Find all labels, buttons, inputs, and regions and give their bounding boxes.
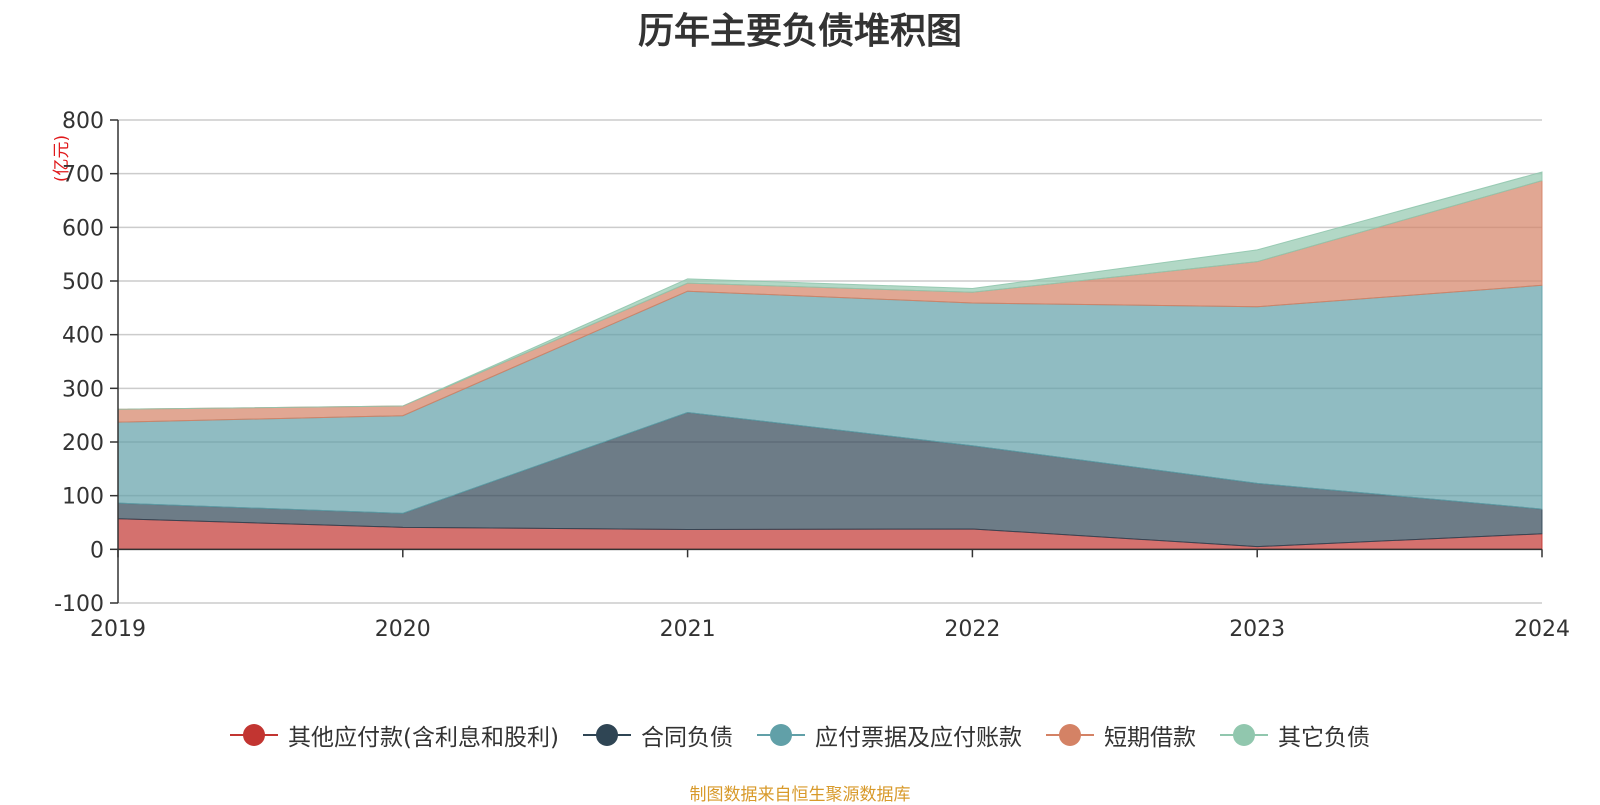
legend-label: 其它负债 xyxy=(1277,725,1370,751)
x-tick-label-3: 2022 xyxy=(944,617,1000,642)
y-tick-label-6: 500 xyxy=(62,270,104,295)
y-tick-label-5: 400 xyxy=(62,324,104,349)
x-tick-label-4: 2023 xyxy=(1229,617,1285,642)
legend: 其他应付款(含利息和股利) 合同负债 应付票据及应付账款 短期借款 其它负债 xyxy=(0,718,1600,752)
legend-marker-icon xyxy=(1045,723,1094,747)
y-tick-label-8: 700 xyxy=(62,163,104,188)
legend-marker-icon xyxy=(1219,723,1268,747)
x-tick-label-0: 2019 xyxy=(90,617,146,642)
y-tick-label-1: 0 xyxy=(90,538,104,563)
legend-item-1[interactable]: 合同负债 xyxy=(582,718,733,752)
y-tick-label-9: 800 xyxy=(62,109,104,134)
y-tick-label-7: 600 xyxy=(62,216,104,241)
tick-labels: -100 0 100 200 300 400 500 600 700 800 2019 2020 202… xyxy=(54,109,1570,642)
legend-item-3[interactable]: 短期借款 xyxy=(1045,718,1196,752)
area-series-4 xyxy=(117,171,1543,410)
legend-item-2[interactable]: 应付票据及应付账款 xyxy=(756,718,1022,752)
legend-label: 其他应付款(含利息和股利) xyxy=(288,725,559,751)
y-tick-label-4: 300 xyxy=(62,377,104,402)
chart-title: 历年主要负债堆积图 xyxy=(637,11,962,52)
legend-item-4[interactable]: 其它负债 xyxy=(1219,718,1370,752)
legend-item-0[interactable]: 其他应付款(含利息和股利) xyxy=(230,718,559,752)
y-tick-label-0: -100 xyxy=(54,592,104,617)
area-series xyxy=(117,171,1543,550)
legend-label: 合同负债 xyxy=(640,725,733,751)
legend-marker-icon xyxy=(582,723,631,747)
source-note: 制图数据来自恒生聚源数据库 xyxy=(689,785,911,805)
x-tick-label-2: 2021 xyxy=(660,617,716,642)
y-tick-label-3: 200 xyxy=(62,431,104,456)
legend-label: 应付票据及应付账款 xyxy=(814,725,1022,751)
legend-label: 短期借款 xyxy=(1103,725,1196,751)
axes xyxy=(110,119,1543,604)
legend-marker-icon xyxy=(756,723,805,747)
y-tick-label-2: 100 xyxy=(62,485,104,510)
legend-marker-icon xyxy=(230,723,279,747)
x-tick-label-5: 2024 xyxy=(1514,617,1570,642)
x-tick-label-1: 2020 xyxy=(375,617,431,642)
